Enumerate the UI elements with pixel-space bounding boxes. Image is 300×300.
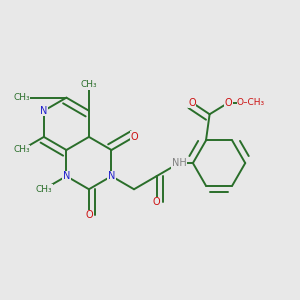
Text: N: N	[63, 171, 70, 181]
Text: O: O	[130, 132, 138, 142]
Text: O: O	[153, 197, 160, 207]
Text: N: N	[40, 106, 47, 116]
Text: O–CH₃: O–CH₃	[237, 98, 265, 107]
Text: O: O	[225, 98, 232, 108]
Text: CH₃: CH₃	[81, 80, 97, 89]
Text: CH₃: CH₃	[35, 185, 52, 194]
Text: CH₃: CH₃	[13, 93, 30, 102]
Text: O: O	[85, 210, 93, 220]
Text: NH: NH	[172, 158, 187, 168]
Text: CH₃: CH₃	[13, 146, 30, 154]
Text: O: O	[188, 98, 196, 108]
Text: N: N	[108, 171, 115, 181]
